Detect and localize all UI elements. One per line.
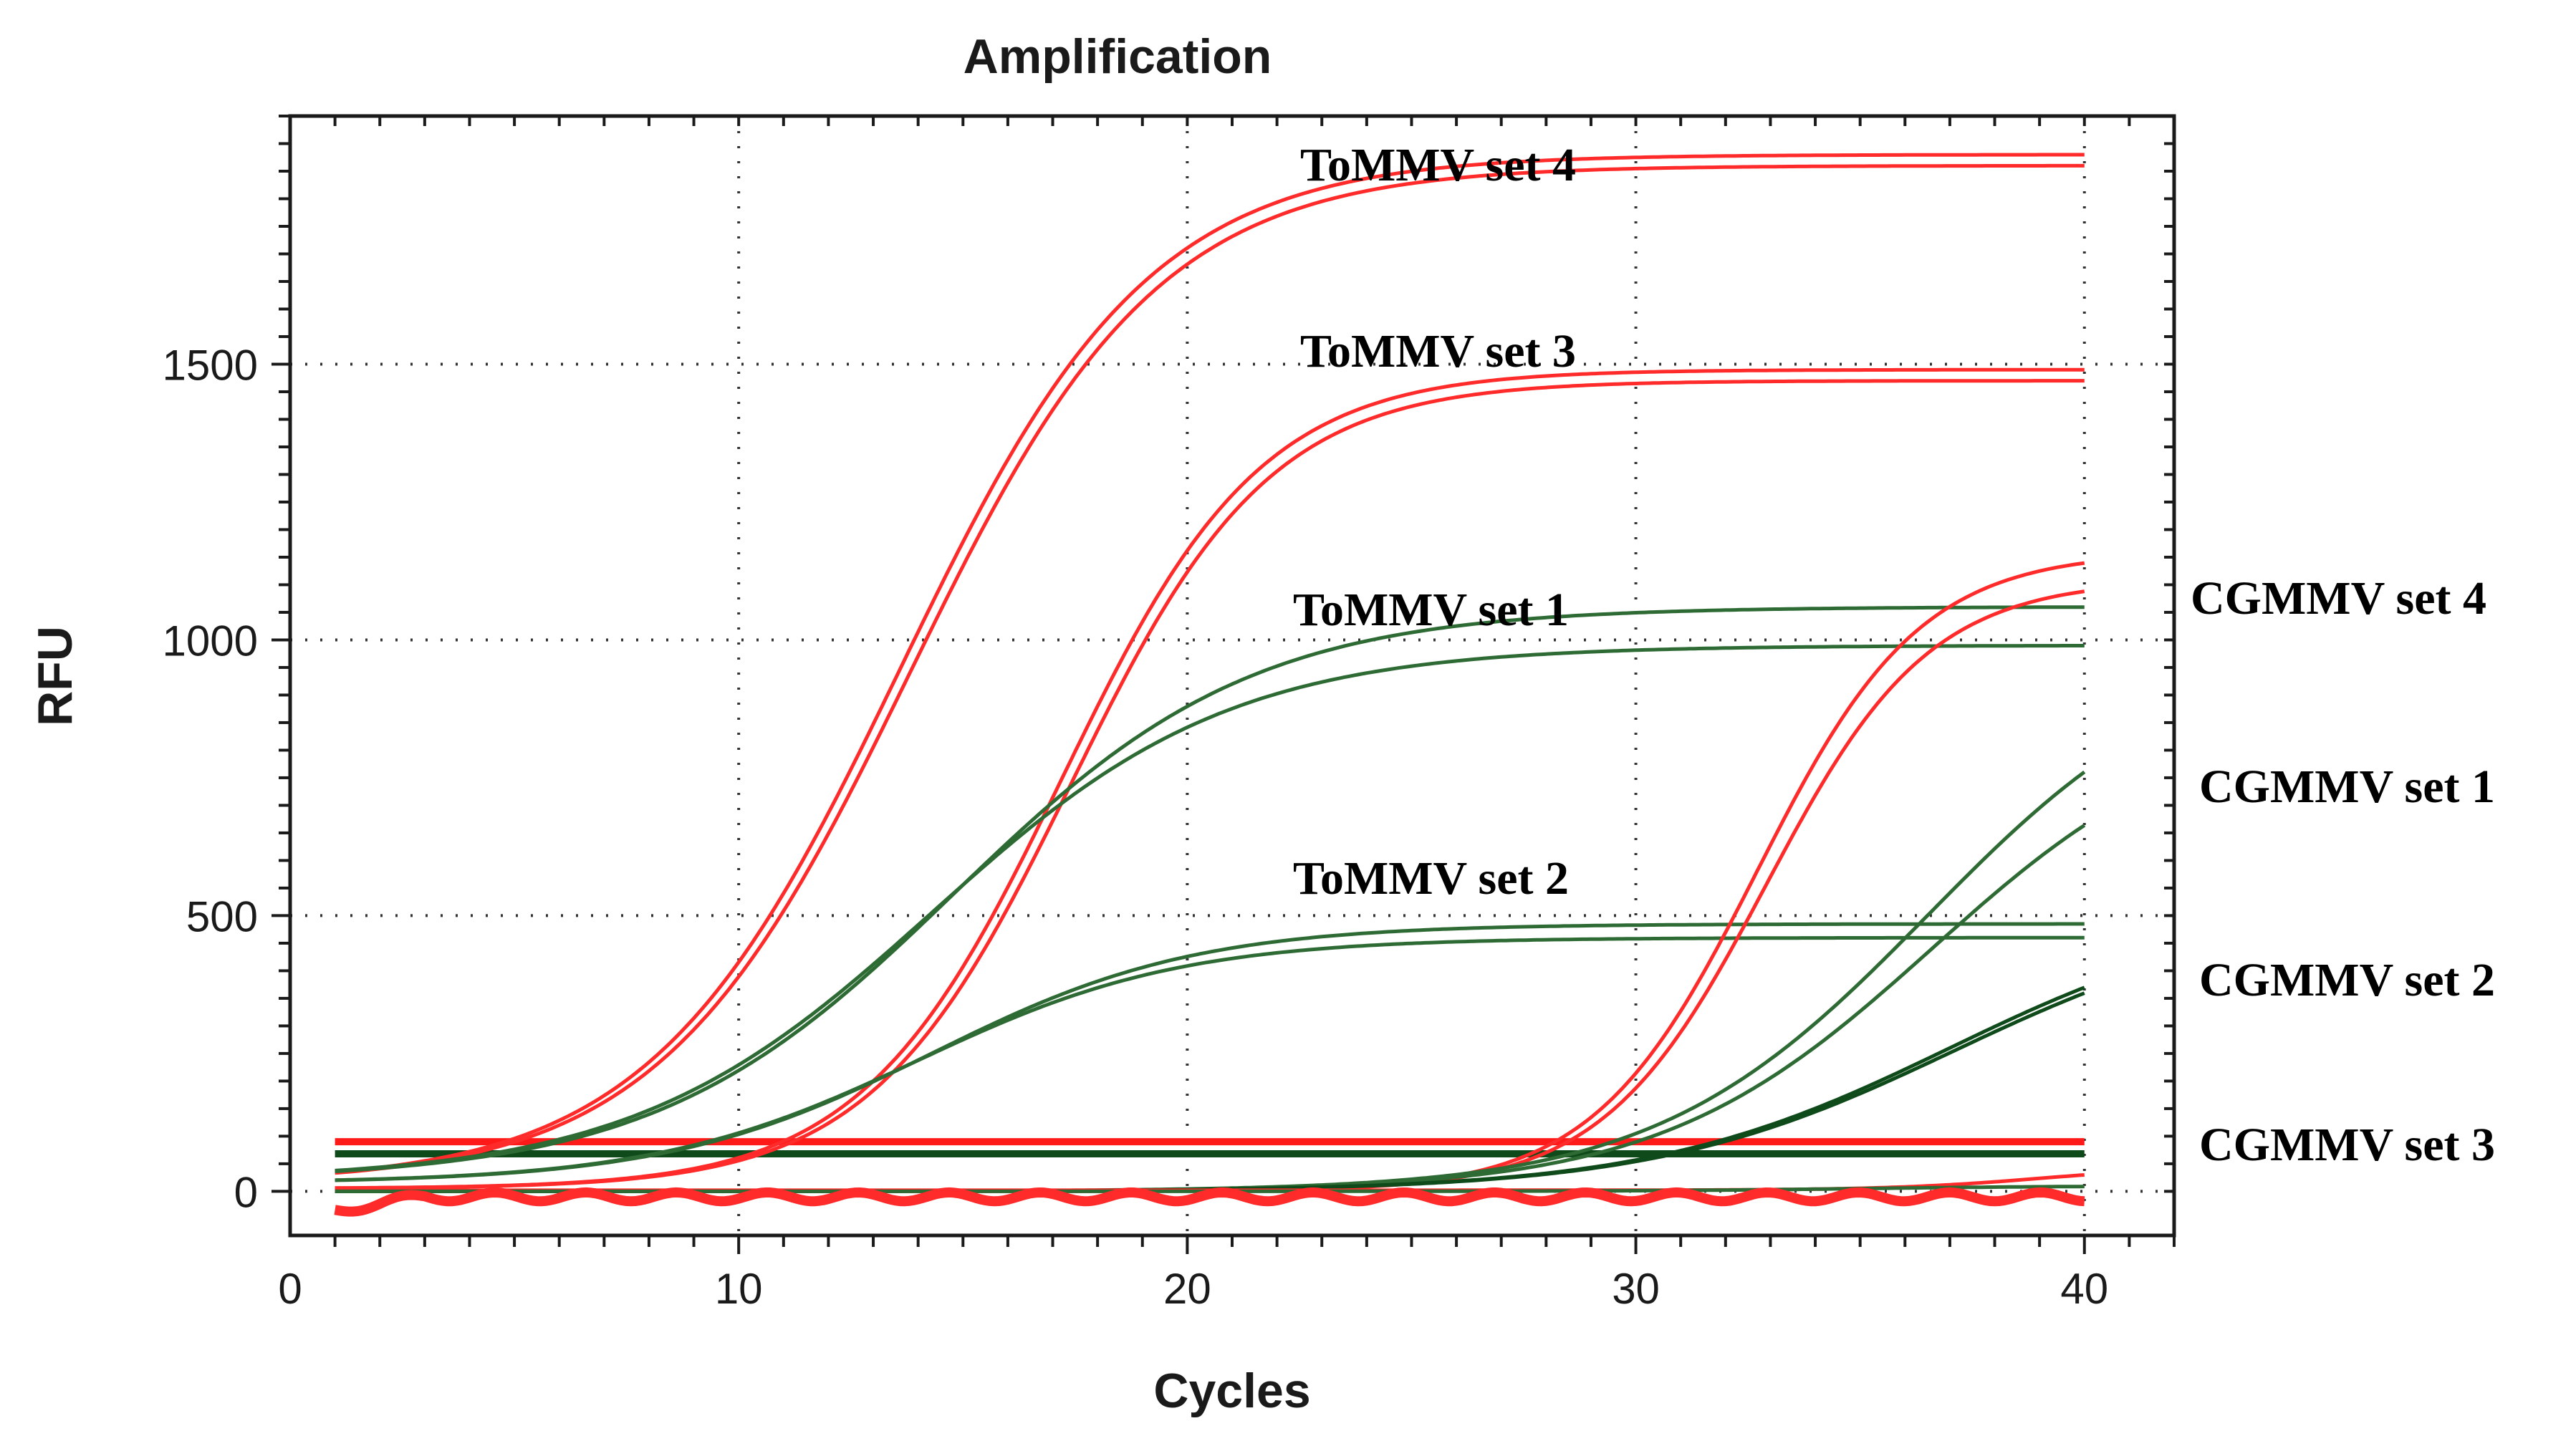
y-tick-label: 1500 <box>163 341 258 389</box>
series-labels: ToMMV set 4 ToMMV set 3 ToMMV set 1 ToMM… <box>1293 139 2495 1171</box>
axis-ticks <box>271 115 2176 1254</box>
label-tommv-set-4: ToMMV set 4 <box>1300 139 1576 191</box>
threshold-lines <box>335 1138 2085 1158</box>
y-axis-label: RFU <box>28 626 82 726</box>
series-line <box>335 935 2085 1182</box>
series-line <box>335 153 2085 1175</box>
series-line <box>335 379 2085 1190</box>
y-tick-label: 0 <box>234 1168 258 1216</box>
label-cgmmv-set-1: CGMMV set 1 <box>2199 761 2495 813</box>
label-tommv-set-3: ToMMV set 3 <box>1300 325 1576 377</box>
series-line <box>335 644 2085 1172</box>
x-tick-label: 40 <box>2060 1265 2108 1313</box>
series-line <box>335 163 2085 1175</box>
grid-lines <box>290 116 2174 1235</box>
label-cgmmv-set-3: CGMMV set 3 <box>2199 1119 2495 1171</box>
baseline-noise-line <box>334 1187 2085 1217</box>
y-tick-label: 1000 <box>163 617 258 665</box>
chart-title: Amplification <box>963 29 1272 84</box>
x-tick-label: 30 <box>1612 1265 1660 1313</box>
x-axis-label: Cycles <box>1153 1364 1310 1418</box>
label-tommv-set-2: ToMMV set 2 <box>1293 852 1569 905</box>
label-cgmmv-set-2: CGMMV set 2 <box>2199 954 2495 1006</box>
axis-tick-labels: 0 10 20 30 40 0 500 1000 1500 <box>163 341 2109 1313</box>
x-tick-label: 0 <box>278 1265 302 1313</box>
series-line <box>335 605 2085 1173</box>
x-tick-label: 20 <box>1163 1265 1211 1313</box>
x-tick-label: 10 <box>715 1265 763 1313</box>
y-tick-label: 500 <box>186 892 258 940</box>
label-cgmmv-set-4: CGMMV set 4 <box>2191 572 2486 625</box>
series-lines <box>334 153 2086 1217</box>
label-tommv-set-1: ToMMV set 1 <box>1293 584 1569 636</box>
